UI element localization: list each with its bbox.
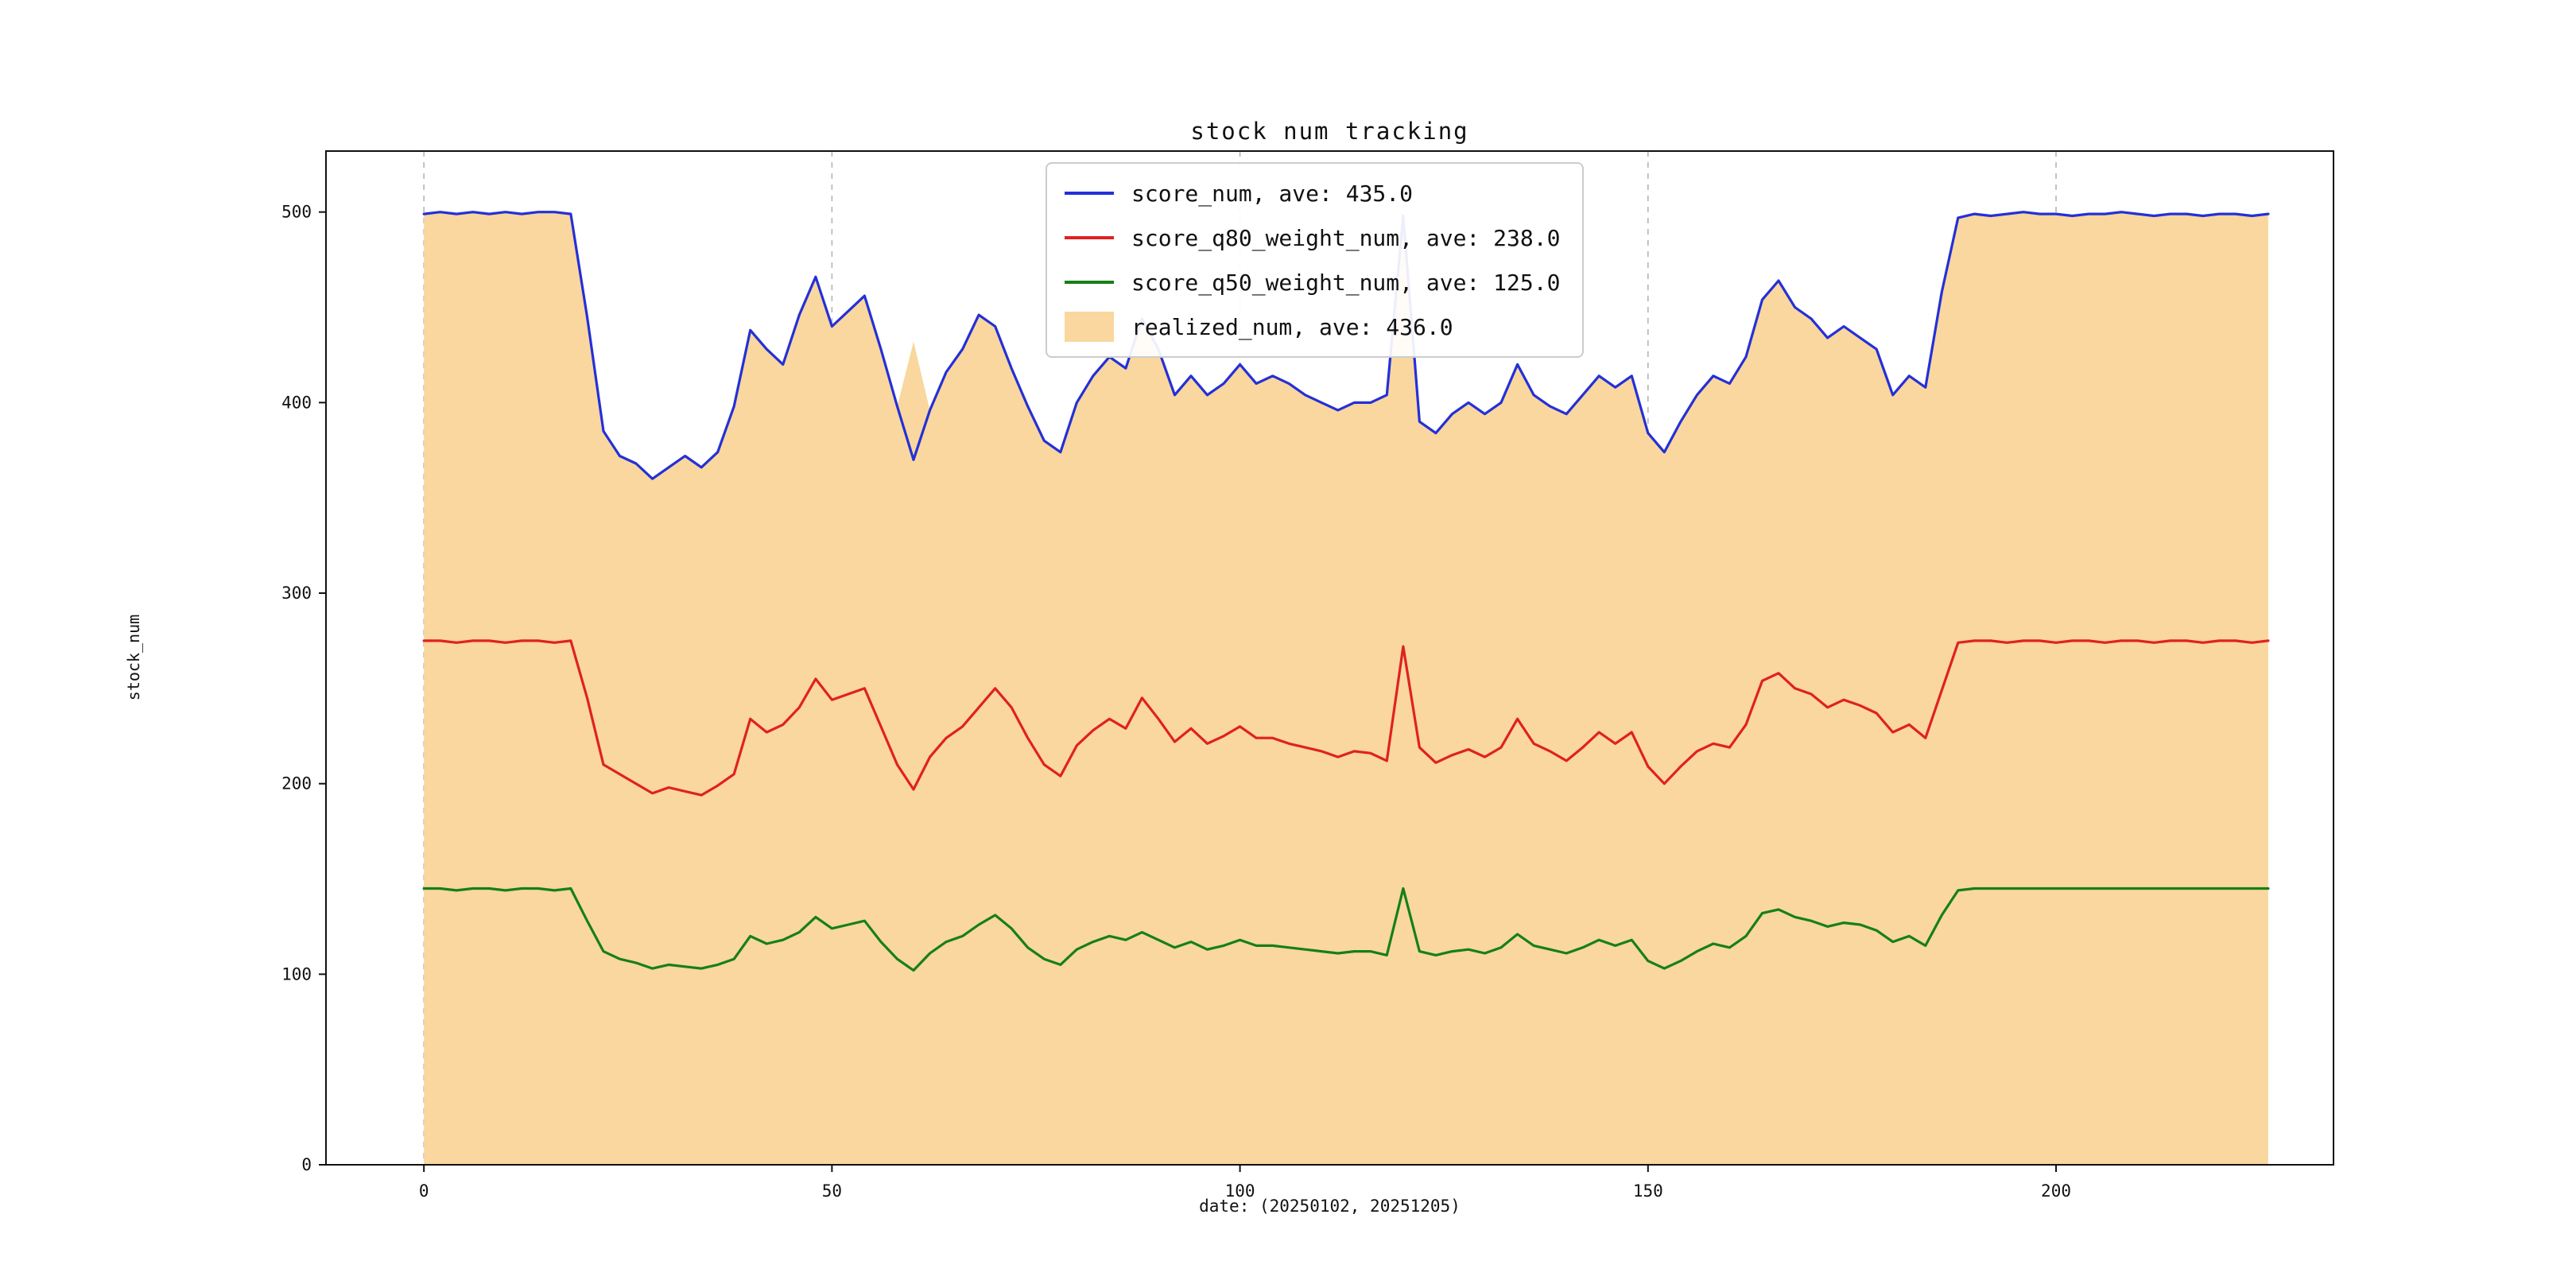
y-tick-label: 0 <box>301 1155 312 1174</box>
legend-line-swatch-icon <box>1065 236 1114 239</box>
legend-patch-swatch-icon <box>1065 312 1114 342</box>
y-tick-label: 400 <box>281 393 312 412</box>
series-line-score_q50_weight_num <box>422 886 2270 972</box>
chart-title: stock num tracking <box>1190 118 1469 145</box>
series-area-realized_num <box>424 211 2268 1165</box>
legend-label: score_q50_weight_num, ave: 125.0 <box>1131 269 1561 296</box>
x-tick-label: 100 <box>1225 1181 1255 1201</box>
series-line-score_num <box>422 211 2270 480</box>
y-tick-label: 300 <box>281 584 312 603</box>
legend-line-swatch-icon <box>1065 192 1114 195</box>
x-tick-label: 50 <box>822 1181 842 1201</box>
legend-item-score_q50_weight_num: score_q50_weight_num, ave: 125.0 <box>1065 266 1560 299</box>
axes-box <box>325 150 2334 1166</box>
x-tick-label: 200 <box>2041 1181 2071 1201</box>
series-line-score_q80_weight_num <box>422 639 2270 797</box>
y-tick-label: 500 <box>281 203 312 222</box>
legend-item-score_num: score_num, ave: 435.0 <box>1065 177 1560 210</box>
legend-label: score_q80_weight_num, ave: 238.0 <box>1131 224 1561 251</box>
legend: score_num, ave: 435.0 score_q80_weight_nu… <box>1046 162 1585 358</box>
y-axis-label: stock_num <box>124 614 143 701</box>
legend-item-score_q80_weight_num: score_q80_weight_num, ave: 238.0 <box>1065 221 1560 254</box>
x-tick-label: 150 <box>1633 1181 1663 1201</box>
x-tick-label: 0 <box>419 1181 429 1201</box>
y-tick-label: 200 <box>281 774 312 793</box>
legend-label: score_num, ave: 435.0 <box>1131 180 1414 207</box>
legend-item-realized_num: realized_num, ave: 436.0 <box>1065 310 1560 343</box>
legend-line-swatch-icon <box>1065 281 1114 284</box>
legend-label: realized_num, ave: 436.0 <box>1131 313 1453 340</box>
y-tick-label: 100 <box>281 964 312 983</box>
x-axis-label: date: (20250102, 20251205) <box>1199 1197 1461 1216</box>
